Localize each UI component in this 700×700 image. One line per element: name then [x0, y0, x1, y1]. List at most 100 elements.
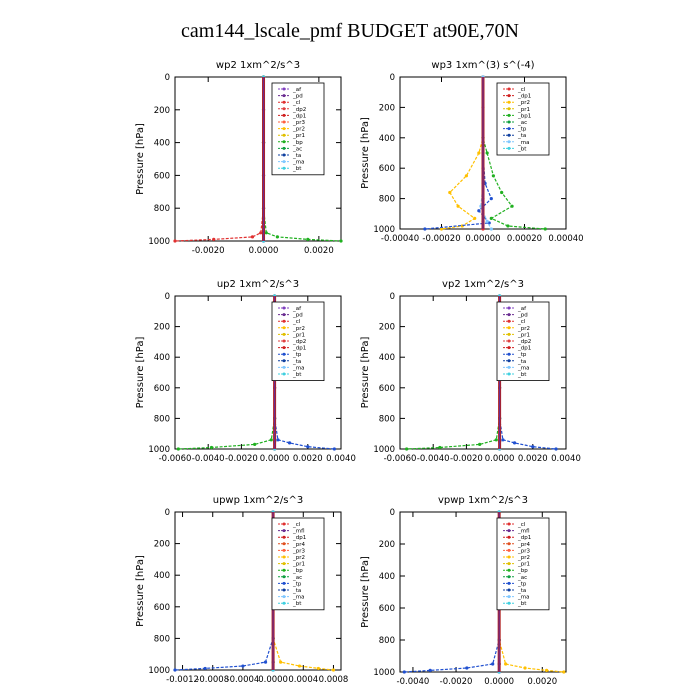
data-point	[264, 231, 268, 235]
data-point	[423, 227, 427, 231]
y-tick-label: 0	[390, 508, 395, 518]
data-point	[562, 670, 566, 674]
x-tick-label: -0.0004	[227, 675, 260, 685]
x-tick-label: 0.00000	[465, 234, 500, 244]
legend-marker	[507, 146, 511, 150]
y-tick-label: 0	[165, 73, 170, 83]
x-tick-label: 0.00040	[548, 234, 583, 244]
x-tick-label: -0.0008	[196, 675, 229, 685]
legend-label: _bp	[292, 568, 303, 574]
legend-marker	[507, 365, 511, 369]
legend-label: _dp1	[292, 346, 306, 352]
legend-label: _bp1	[517, 113, 531, 119]
legend-marker	[507, 319, 511, 323]
data-point	[477, 151, 481, 155]
y-tick-label: 200	[379, 540, 395, 550]
legend-marker	[282, 146, 286, 150]
series-line	[174, 512, 274, 671]
y-tick-label: 200	[154, 323, 170, 333]
data-point	[464, 174, 468, 178]
x-tick-label: -0.0020	[450, 454, 483, 464]
x-tick-label: -0.0040	[417, 454, 450, 464]
legend-label: _pr3	[292, 120, 306, 126]
legend-label: _pr3	[292, 548, 306, 554]
data-point	[402, 670, 406, 674]
panel-title: vp2 1xm^2/s^3	[442, 279, 524, 290]
y-tick-label: 400	[379, 572, 395, 582]
y-tick-label: 200	[154, 540, 170, 550]
legend-marker	[282, 562, 286, 566]
legend-marker	[507, 87, 511, 91]
legend-label: _pr1	[517, 332, 530, 338]
series-line	[178, 296, 276, 450]
legend-marker	[507, 332, 511, 336]
legend-box	[271, 517, 325, 611]
data-point	[275, 235, 279, 239]
legend-marker	[507, 588, 511, 592]
x-tick-label: -0.0060	[159, 454, 192, 464]
legend-marker	[282, 548, 286, 552]
y-tick-label: 600	[379, 384, 395, 394]
legend-label: _pr2	[292, 127, 305, 133]
legend-label: _ma	[517, 365, 529, 371]
y-tick-label: 0	[390, 292, 395, 302]
x-tick-label: 0.0020	[304, 246, 334, 256]
plot-frame	[174, 295, 342, 450]
y-tick-label: 1000	[373, 668, 395, 678]
legend-marker	[507, 575, 511, 579]
y-tick-label: 800	[154, 634, 170, 644]
data-point	[491, 174, 495, 178]
legend-marker	[282, 319, 286, 323]
legend-label: _ta	[517, 133, 526, 139]
legend-marker	[282, 94, 286, 98]
data-point	[477, 209, 481, 213]
legend-marker	[507, 127, 511, 131]
legend-marker	[282, 568, 286, 572]
data-point	[489, 197, 493, 201]
y-axis-label: Pressure [hPa]	[360, 117, 371, 189]
legend-box	[271, 301, 325, 381]
legend-marker	[282, 575, 286, 579]
legend-marker	[507, 529, 511, 533]
x-tick-label: 0.0020	[518, 454, 548, 464]
legend-marker	[282, 107, 286, 111]
legend-label: _mfl	[292, 529, 305, 535]
data-point	[212, 237, 216, 241]
data-point	[306, 237, 310, 241]
y-tick-label: 600	[154, 171, 170, 181]
x-tick-label: 0.0000	[260, 454, 290, 464]
data-point	[510, 204, 514, 208]
legend-label: _dp1	[517, 346, 531, 352]
legend-label: _tp	[292, 352, 302, 358]
data-point	[456, 204, 460, 208]
legend-marker	[507, 346, 511, 350]
data-point	[489, 216, 493, 220]
x-tick-label: 0.0020	[293, 454, 323, 464]
data-point	[176, 447, 180, 451]
legend-box	[271, 82, 325, 176]
data-point	[554, 447, 558, 451]
legend-label: _cl	[517, 522, 526, 528]
legend-label: _pd	[517, 313, 528, 319]
legend-label: _ma	[517, 595, 529, 601]
legend-label: _tp	[517, 352, 527, 358]
data-point	[332, 447, 336, 451]
legend-marker	[507, 548, 511, 552]
legend-label: _pd	[292, 94, 303, 100]
legend-label: _tp	[517, 581, 527, 587]
data-point	[494, 438, 498, 442]
x-tick-label: -0.0020	[440, 677, 473, 687]
y-tick-label: 1000	[148, 666, 170, 676]
legend-label: _af	[292, 306, 302, 312]
data-point	[173, 668, 177, 672]
legend-marker	[507, 113, 511, 117]
legend-label: _ma	[517, 140, 529, 146]
data-point	[173, 239, 177, 243]
legend-marker	[282, 372, 286, 376]
legend-label: _ac	[517, 120, 527, 126]
legend-label: _cl	[292, 319, 301, 325]
x-tick-label: -0.0060	[384, 454, 417, 464]
data-point	[506, 224, 510, 228]
legend-label: _af	[292, 87, 302, 93]
